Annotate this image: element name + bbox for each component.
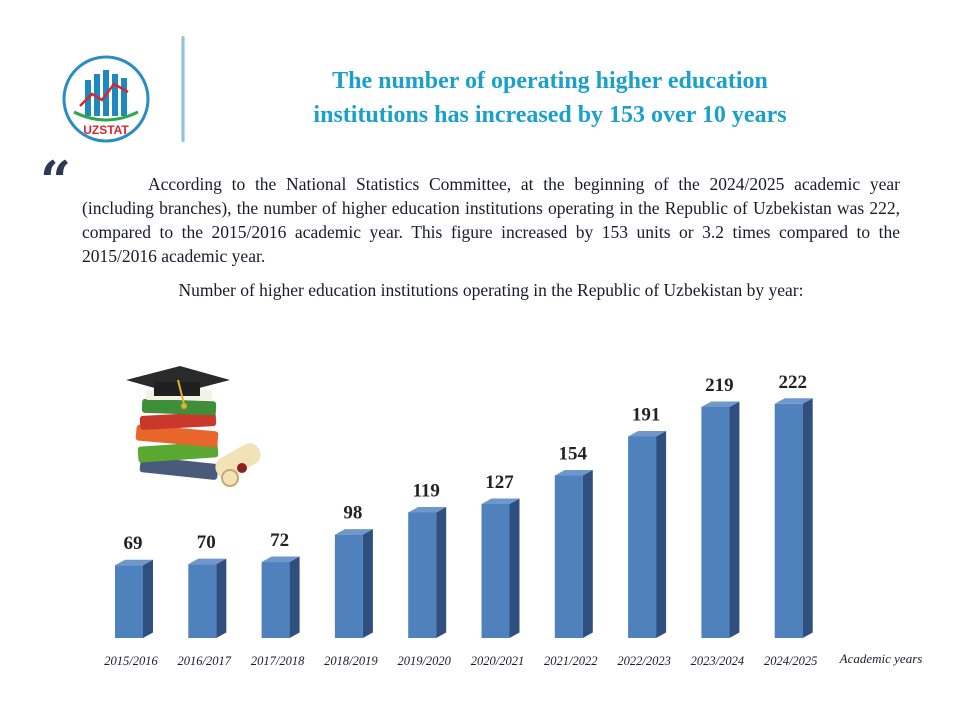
data-label-2024/2025: 222: [778, 372, 807, 393]
bar-top-2020/2021: [481, 498, 520, 505]
x-tick-2015/2016: 2015/2016: [104, 654, 158, 668]
bar-2015/2016: [115, 565, 143, 638]
bar-chart: 69 2015/2016 70 2016/2017 72 2017/2018 98 2018/…: [104, 372, 923, 668]
bar-top-2024/2025: [774, 398, 813, 404]
bar-side-2018/2019: [362, 529, 373, 638]
bar-2018/2019: [334, 534, 363, 638]
bar-side-2024/2025: [802, 398, 813, 638]
x-tick-2024/2025: 2024/2025: [764, 654, 817, 668]
graduation-cap-and-books-icon: [126, 366, 261, 487]
bar-side-2015/2016: [143, 559, 153, 638]
x-tick-2022/2023: 2022/2023: [617, 654, 670, 668]
x-tick-2016/2017: 2016/2017: [178, 654, 232, 668]
bar-2021/2022: [554, 475, 583, 638]
data-label-2017/2018: 72: [270, 530, 289, 551]
data-label-2022/2023: 191: [632, 404, 661, 425]
header-divider: [181, 36, 185, 142]
uzstat-logo: UZSTAT: [62, 55, 150, 143]
x-tick-2017/2018: 2017/2018: [251, 654, 305, 668]
data-label-2020/2021: 127: [485, 472, 514, 493]
bar-top-2019/2020: [408, 506, 447, 513]
bar-side-2023/2024: [729, 401, 740, 638]
bar-2020/2021: [481, 504, 510, 638]
page-title: The number of operating higher education…: [210, 64, 890, 132]
bar-2017/2018: [261, 562, 290, 638]
quote-mark-icon: “: [40, 149, 72, 213]
title-line-1: The number of operating higher education: [332, 68, 768, 94]
x-tick-2019/2020: 2019/2020: [397, 654, 451, 668]
data-label-2021/2022: 154: [559, 444, 588, 465]
bar-2016/2017: [188, 564, 217, 638]
data-label-2023/2024: 219: [705, 375, 734, 396]
x-axis-title: Academic years: [839, 651, 923, 666]
bar-top-2021/2022: [554, 470, 593, 476]
bar-top-2023/2024: [701, 401, 740, 407]
bar-side-2016/2017: [216, 558, 227, 638]
x-tick-2021/2022: 2021/2022: [544, 654, 597, 668]
bars-layer: [115, 398, 813, 638]
bar-top-2015/2016: [115, 559, 153, 566]
data-label-2019/2020: 119: [412, 480, 439, 501]
x-tick-2023/2024: 2023/2024: [691, 654, 744, 668]
title-line-2: institutions has increased by 153 over 1…: [313, 102, 787, 128]
bar-2022/2023: [628, 436, 657, 638]
bar-2019/2020: [408, 512, 437, 638]
labels-layer: 69 2015/2016 70 2016/2017 72 2017/2018 98 2018/…: [104, 372, 817, 668]
data-label-2016/2017: 70: [197, 532, 216, 553]
bar-top-2017/2018: [261, 556, 300, 563]
x-tick-2018/2019: 2018/2019: [324, 654, 378, 668]
logo-text: UZSTAT: [83, 123, 129, 137]
bar-top-2016/2017: [188, 558, 227, 565]
bar-side-2021/2022: [582, 470, 593, 638]
data-label-2015/2016: 69: [124, 533, 143, 554]
bar-top-2018/2019: [334, 529, 373, 535]
bar-side-2017/2018: [289, 556, 300, 638]
chart-caption: Number of higher education institutions …: [178, 280, 804, 300]
x-tick-2020/2021: 2020/2021: [471, 654, 524, 668]
intro-paragraph: According to the National Statistics Com…: [82, 174, 900, 266]
bar-side-2022/2023: [656, 430, 667, 638]
bar-side-2020/2021: [509, 498, 520, 638]
bar-2024/2025: [774, 403, 803, 638]
bar-side-2019/2020: [436, 506, 447, 638]
bar-top-2022/2023: [628, 430, 667, 437]
data-label-2018/2019: 98: [343, 503, 362, 524]
bar-2023/2024: [701, 406, 730, 638]
